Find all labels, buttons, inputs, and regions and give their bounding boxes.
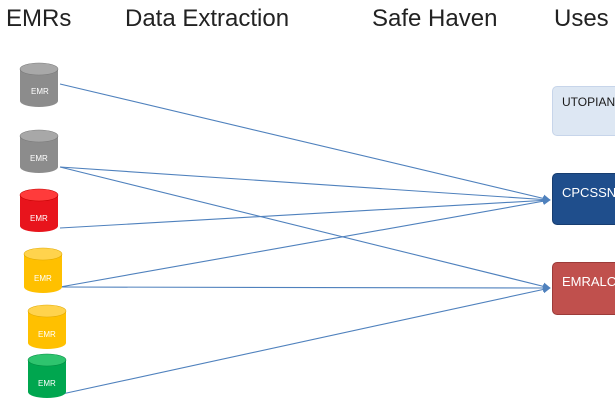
emr-cylinder-gray-2: EMR [19,129,59,173]
uses-header: Uses [554,5,609,32]
emr-cylinder-green: EMR [27,353,67,398]
emr-label: EMR [31,87,49,96]
emr-label: EMR [34,274,52,283]
arrow-emr2-to-cpcssn [59,166,551,204]
emr-cylinder-yellow-2: EMR [27,304,67,349]
arrow-emr6-to-emralc [61,285,551,395]
safe-haven-header: Safe Haven [372,5,498,32]
emrs-header: EMRs [6,5,72,32]
emr-cylinder-yellow-1: EMR [23,247,63,293]
emr-label: EMR [30,214,48,223]
emr-label: EMR [38,379,56,388]
arrow-emr3-to-cpcssn [59,196,551,229]
emr-cylinder-red: EMR [19,188,59,232]
data-extraction-header: Data Extraction [125,5,290,32]
use-box-utopian: UTOPIAN [552,86,615,136]
use-box-cpcssn: CPCSSN [552,173,615,225]
emr-cylinder-gray-1: EMR [19,62,59,107]
arrow-emr2-to-emralc [59,166,551,291]
emr-label: EMR [38,330,56,339]
arrow-emr4-to-cpcssn [59,197,551,288]
use-box-emralc: EMRALC [552,262,615,315]
emr-label: EMR [30,154,48,163]
arrow-emr4-to-emralc [59,284,551,292]
arrow-emr1-to-cpcssn [59,83,551,203]
